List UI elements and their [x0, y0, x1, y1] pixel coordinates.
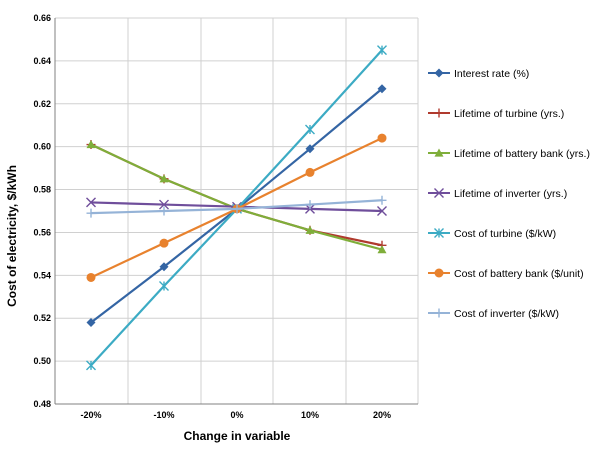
data-point-marker: [305, 124, 315, 135]
series-lines: [86, 45, 387, 371]
legend-item: Cost of turbine ($/kW): [428, 228, 556, 240]
data-point-marker: [159, 281, 169, 292]
legend-label: Lifetime of inverter (yrs.): [454, 188, 567, 200]
x-tick-label: 10%: [301, 410, 319, 420]
legend-marker: [434, 268, 444, 278]
legend-marker: [434, 228, 444, 238]
legend-label: Lifetime of turbine (yrs.): [454, 108, 564, 120]
x-tick-label: 20%: [373, 410, 391, 420]
data-point-marker: [305, 225, 315, 234]
y-tick-label: 0.54: [33, 270, 51, 280]
y-tick-label: 0.52: [33, 313, 51, 323]
data-point-marker: [86, 360, 96, 371]
x-tick-label: -20%: [80, 410, 101, 420]
y-axis-title: Cost of electricity, $/kWh: [5, 165, 19, 307]
legend-marker: [434, 308, 444, 318]
legend-label: Cost of battery bank ($/unit): [454, 268, 584, 280]
legend-item: Lifetime of inverter (yrs.): [428, 188, 567, 200]
data-point-marker: [159, 199, 169, 210]
legend-label: Interest rate (%): [454, 68, 529, 80]
data-point-marker: [377, 245, 387, 254]
x-axis-title: Change in variable: [184, 429, 291, 443]
data-point-marker: [159, 262, 169, 272]
data-point-marker: [377, 84, 387, 94]
x-tick-label: 0%: [230, 410, 243, 420]
legend-item: Lifetime of battery bank (yrs.): [428, 148, 590, 160]
legend-item: Cost of battery bank ($/unit): [428, 268, 584, 280]
data-point-marker: [305, 200, 315, 210]
data-point-marker: [232, 204, 242, 214]
y-tick-label: 0.64: [33, 56, 51, 66]
legend-marker: [434, 68, 444, 78]
series-6: [86, 195, 387, 218]
y-tick-label: 0.62: [33, 99, 51, 109]
data-point-marker: [377, 195, 387, 205]
data-point-marker: [86, 140, 96, 149]
y-tick-label: 0.66: [33, 13, 51, 23]
data-point-marker: [86, 197, 96, 208]
data-point-marker: [305, 144, 315, 154]
series-line: [90, 143, 383, 251]
axes: 0.48 0.50 0.52 0.54 0.56 0.58 0.60 0.62 0.64 0.66…: [33, 13, 418, 420]
legend-marker: [434, 108, 444, 118]
legend-marker: [434, 148, 444, 157]
x-tick-label: -10%: [153, 410, 174, 420]
y-tick-label: 0.50: [33, 356, 51, 366]
y-tick-label: 0.60: [33, 142, 51, 152]
legend-item: Lifetime of turbine (yrs.): [428, 108, 564, 120]
data-point-marker: [377, 45, 387, 56]
data-point-marker: [86, 318, 96, 328]
data-point-marker: [159, 206, 169, 216]
data-point-marker: [159, 238, 169, 248]
data-point-marker: [86, 272, 96, 282]
legend-label: Lifetime of battery bank (yrs.): [454, 148, 590, 160]
legend: Interest rate (%) Lifetime of turbine (yr…: [428, 68, 590, 320]
y-tick-label: 0.56: [33, 227, 51, 237]
legend-item: Interest rate (%): [428, 68, 529, 80]
y-tick-label: 0.48: [33, 399, 51, 409]
legend-item: Cost of inverter ($/kW): [428, 308, 559, 320]
data-point-marker: [305, 167, 315, 177]
legend-label: Cost of inverter ($/kW): [454, 308, 559, 320]
y-tick-label: 0.58: [33, 185, 51, 195]
data-point-marker: [377, 206, 387, 216]
data-point-marker: [377, 133, 387, 143]
data-point-marker: [86, 208, 96, 218]
data-point-marker: [159, 174, 169, 183]
legend-marker: [434, 188, 444, 198]
legend-label: Cost of turbine ($/kW): [454, 228, 556, 240]
